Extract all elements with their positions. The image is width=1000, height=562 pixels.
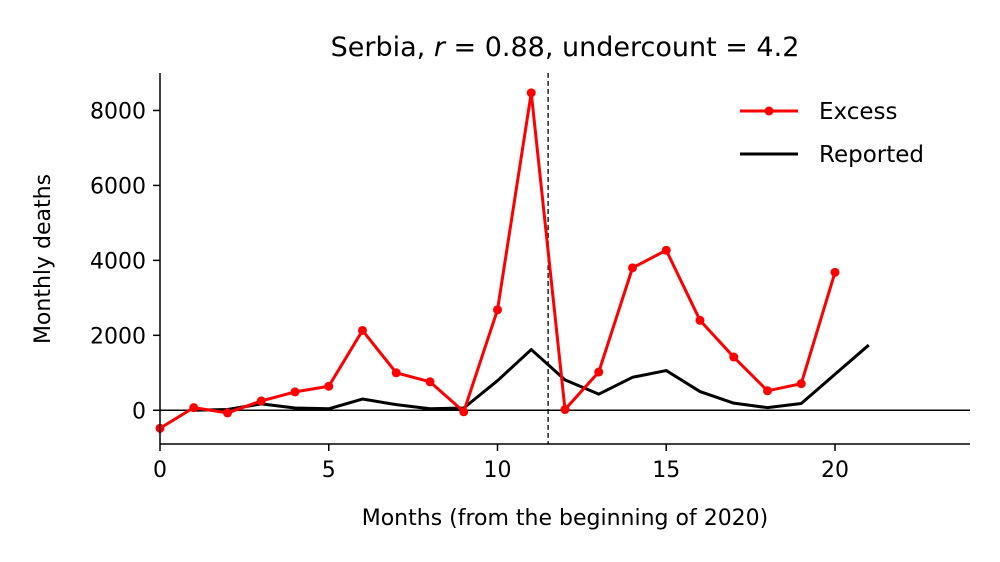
data-point-excess [560,405,570,415]
data-point-excess [290,387,300,397]
data-point-excess [189,403,199,413]
data-point-excess [324,381,334,391]
y-tick-label: 0 [132,399,146,424]
series-line-excess [159,91,837,430]
data-point-excess [628,263,637,273]
y-axis-label: Monthly deaths [31,174,56,344]
data-point-excess [223,408,232,418]
series-line-reported [193,343,870,412]
x-tick-label: 0 [153,458,167,483]
legend: Excess Reported [740,99,924,168]
legend-label-reported: Reported [819,142,924,168]
x-tick-label: 15 [652,458,680,483]
data-point-excess [661,245,671,255]
x-tick-label: 10 [484,458,512,483]
data-point-excess [391,368,401,378]
reference-lines [160,73,970,444]
series-layer [155,88,870,433]
x-ticks: 0 5 10 15 20 [153,444,849,483]
legend-marker-excess [764,106,774,116]
chart-title: Serbia, r = 0.88, undercount = 4.2 [331,32,800,63]
y-tick-label: 6000 [90,174,146,199]
data-point-excess [695,315,705,325]
y-tick-label: 4000 [90,249,146,274]
data-point-excess [459,407,469,417]
x-axis-label: Months (from the beginning of 2020) [362,506,769,531]
y-tick-label: 2000 [90,324,146,349]
y-ticks: 0 2000 4000 6000 8000 [90,99,160,424]
legend-label-excess: Excess [819,99,898,125]
data-point-excess [493,305,502,315]
data-point-excess [830,267,840,277]
y-tick-label: 8000 [90,99,146,124]
data-point-excess [358,325,367,335]
x-tick-label: 5 [322,458,336,483]
data-point-excess [256,396,266,406]
data-point-excess [763,386,772,396]
data-point-excess [526,88,536,98]
data-point-excess [796,379,806,389]
data-point-excess [594,367,604,377]
data-point-excess [425,377,435,387]
data-point-excess [729,352,739,362]
x-tick-label: 20 [821,458,849,483]
